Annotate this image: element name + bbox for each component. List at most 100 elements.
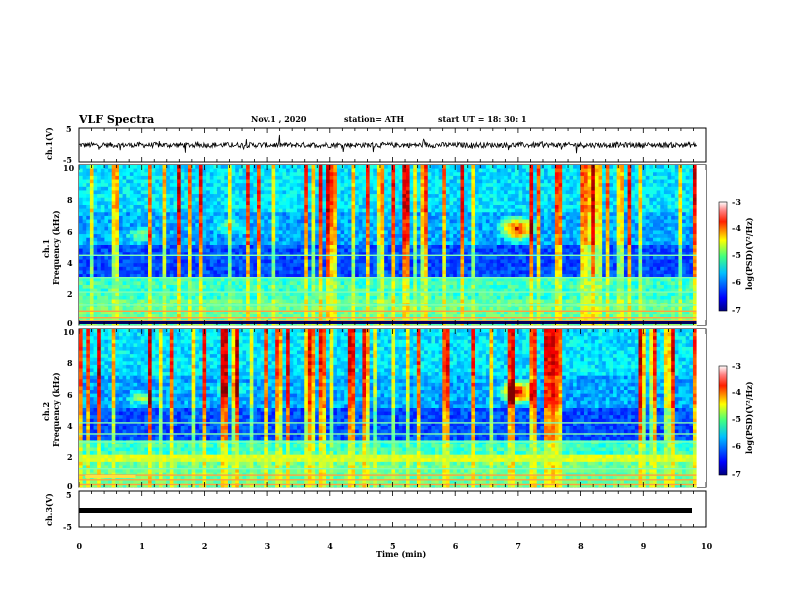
spectrogram-cell bbox=[540, 183, 545, 188]
spectrogram-cell bbox=[115, 175, 120, 180]
spectrogram-cell bbox=[435, 168, 440, 173]
spectrogram-cell bbox=[177, 223, 182, 228]
spectrogram-cell bbox=[460, 266, 465, 271]
spectrogram-cell bbox=[576, 201, 581, 206]
spectrogram-cell bbox=[344, 219, 349, 224]
spectrogram-cell bbox=[384, 165, 389, 170]
spectrogram-cell bbox=[634, 168, 639, 173]
spectrogram-cell bbox=[547, 205, 552, 210]
spectrogram-cell bbox=[108, 208, 113, 213]
spectrogram-cell bbox=[282, 263, 287, 268]
spectrogram-cell bbox=[613, 223, 618, 228]
spectrogram-cell bbox=[464, 205, 469, 210]
spectrogram-cell bbox=[634, 186, 639, 191]
spectrogram-cell bbox=[638, 183, 643, 188]
spectrogram-cell bbox=[547, 197, 552, 202]
spectrogram-cell bbox=[536, 208, 541, 213]
spectrogram-cell bbox=[547, 219, 552, 224]
spectrogram-cell bbox=[278, 245, 283, 250]
spectrogram-cell bbox=[445, 194, 450, 199]
spectrogram-cell bbox=[613, 241, 618, 246]
spectrogram-cell bbox=[685, 194, 690, 199]
start-time-label: start UT = 18: 30: 1 bbox=[438, 114, 527, 124]
spectrogram-cell bbox=[293, 194, 298, 199]
spectrogram-cell bbox=[620, 230, 625, 235]
spectrogram-cell bbox=[569, 219, 574, 224]
spectrogram-cell bbox=[500, 197, 505, 202]
spectrogram-cell bbox=[307, 259, 312, 264]
spectrogram-cell bbox=[118, 230, 123, 235]
spectrogram-cell bbox=[613, 255, 618, 260]
spectrogram-cell bbox=[663, 215, 668, 220]
spectrogram-cell bbox=[257, 252, 262, 257]
spectrogram-cell bbox=[373, 175, 378, 180]
spectrogram-cell bbox=[594, 226, 599, 231]
spectrogram-cell bbox=[278, 194, 283, 199]
spectrogram-cell bbox=[148, 219, 153, 224]
spectrogram-cell bbox=[405, 175, 410, 180]
spectrogram-cell bbox=[573, 215, 578, 220]
spectrogram-cell bbox=[533, 245, 538, 250]
spectrogram-cell bbox=[336, 230, 341, 235]
spectrogram-cell bbox=[217, 205, 222, 210]
spectrogram-cell bbox=[169, 223, 174, 228]
spectrogram-cell bbox=[391, 165, 396, 170]
spectrogram-cell bbox=[609, 197, 614, 202]
spectrogram-cell bbox=[482, 255, 487, 260]
spectrogram-cell bbox=[663, 175, 668, 180]
spectrogram-cell bbox=[402, 186, 407, 191]
spectrogram-cell bbox=[663, 165, 668, 170]
spectrogram-cell bbox=[286, 197, 291, 202]
spectrogram-cell bbox=[456, 208, 461, 213]
spectrogram-cell bbox=[692, 226, 697, 231]
spectrogram-cell bbox=[209, 266, 214, 271]
spectrogram-cell bbox=[100, 183, 105, 188]
spectrogram-cell bbox=[634, 237, 639, 242]
spectrogram-cell bbox=[231, 197, 236, 202]
spectrogram-cell bbox=[358, 234, 363, 239]
spectrogram-cell bbox=[351, 234, 356, 239]
spectrogram-cell bbox=[674, 172, 679, 177]
spectrogram-cell bbox=[366, 237, 371, 242]
spectrogram-cell bbox=[562, 223, 567, 228]
spectrogram-cell bbox=[605, 255, 610, 260]
spectrogram-cell bbox=[322, 237, 327, 242]
spectrogram-cell bbox=[289, 215, 294, 220]
spectrogram-cell bbox=[627, 212, 632, 217]
spectrogram-cell bbox=[409, 197, 414, 202]
spectrogram-cell bbox=[358, 266, 363, 271]
spectrogram-cell bbox=[217, 208, 222, 213]
spectrogram-cell bbox=[336, 197, 341, 202]
spectrogram-cell bbox=[278, 234, 283, 239]
spectrogram-cell bbox=[482, 190, 487, 195]
spectrogram-cell bbox=[489, 175, 494, 180]
spectrogram-cell bbox=[86, 252, 91, 257]
spectrogram-cell bbox=[507, 165, 512, 170]
spectrogram-cell bbox=[431, 179, 436, 184]
spectrogram-cell bbox=[376, 241, 381, 246]
spectrogram-cell bbox=[536, 219, 541, 224]
spectrogram-cell bbox=[209, 183, 214, 188]
spectrogram-cell bbox=[100, 175, 105, 180]
spectrogram-cell bbox=[536, 194, 541, 199]
spectrogram-cell bbox=[645, 168, 650, 173]
spectrogram-cell bbox=[355, 219, 360, 224]
spectrogram-cell bbox=[609, 190, 614, 195]
spectrogram-cell bbox=[692, 186, 697, 191]
spectrogram-cell bbox=[504, 168, 509, 173]
spectrogram-cell bbox=[347, 205, 352, 210]
spectrogram-cell bbox=[620, 197, 625, 202]
spectrogram-cell bbox=[598, 208, 603, 213]
spectrogram-cell bbox=[373, 168, 378, 173]
spectrogram-cell bbox=[649, 248, 654, 253]
spectrogram-cell bbox=[184, 183, 189, 188]
spectrogram-cell bbox=[507, 205, 512, 210]
spectrogram-cell bbox=[387, 223, 392, 228]
spectrogram-cell bbox=[587, 245, 592, 250]
spectrogram-cell bbox=[442, 212, 447, 217]
spectrogram-cell bbox=[580, 172, 585, 177]
spectrogram-cell bbox=[162, 215, 167, 220]
spectrogram-cell bbox=[340, 212, 345, 217]
spectrogram-cell bbox=[427, 201, 432, 206]
spectrogram-cell bbox=[653, 219, 658, 224]
